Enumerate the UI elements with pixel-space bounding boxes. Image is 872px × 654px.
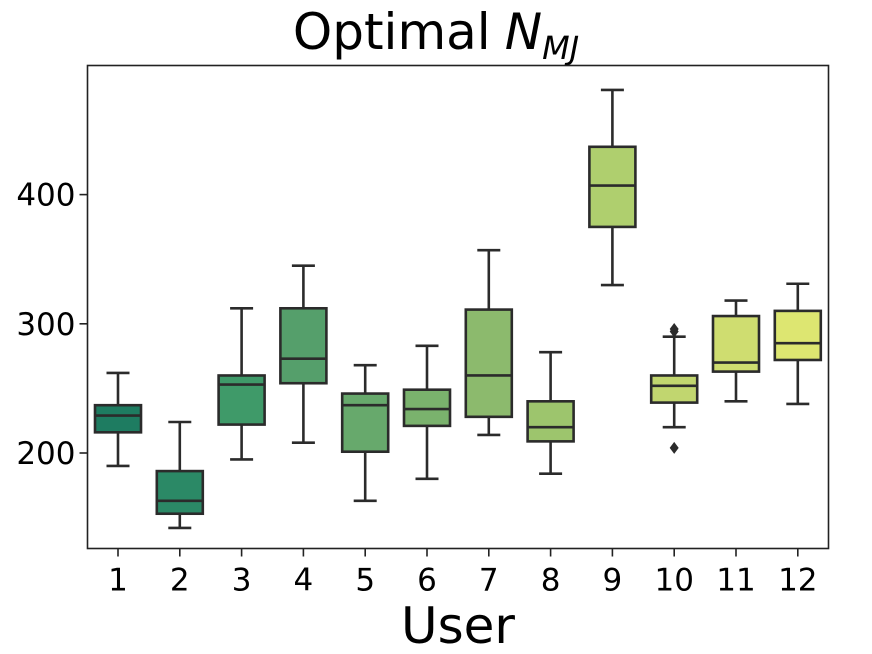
box-group-user-12 xyxy=(773,282,823,406)
box-iqr xyxy=(279,306,328,385)
chart-title: Optimal NMJ xyxy=(293,3,579,67)
box-iqr xyxy=(340,392,390,454)
y-tick-label: 400 xyxy=(16,178,75,214)
x-tick-label: 11 xyxy=(716,563,755,599)
box-group-user-6 xyxy=(402,344,452,481)
x-tick-label: 9 xyxy=(603,563,623,599)
x-tick-label: 4 xyxy=(294,563,314,599)
x-tick-label: 5 xyxy=(355,563,375,599)
x-tick-label: 8 xyxy=(541,563,561,599)
chart-title-symbol: N xyxy=(505,3,542,61)
chart-title-subscript: MJ xyxy=(542,29,579,67)
box-iqr xyxy=(649,374,699,404)
x-tick-label: 2 xyxy=(170,563,190,599)
outlier-point xyxy=(669,441,679,454)
box-group-user-10 xyxy=(649,322,699,454)
x-tick-label: 3 xyxy=(232,563,252,599)
box-group-user-8 xyxy=(526,350,575,475)
x-tick-label: 7 xyxy=(479,563,499,599)
box-iqr xyxy=(155,469,205,516)
x-tick-label: 6 xyxy=(417,563,437,599)
box-group-user-4 xyxy=(279,264,328,444)
x-axis-label: User xyxy=(401,597,515,654)
box-group-user-7 xyxy=(464,248,514,437)
box-group-user-1 xyxy=(93,371,143,468)
plot-frame xyxy=(86,64,830,550)
y-tick-label: 300 xyxy=(16,307,75,343)
box-group-user-11 xyxy=(711,299,761,403)
box-iqr xyxy=(526,400,575,443)
chart-title-text: Optimal xyxy=(293,3,491,61)
box-iqr xyxy=(217,374,266,426)
plot-area xyxy=(93,88,823,530)
box-group-user-3 xyxy=(217,306,266,461)
box-group-user-5 xyxy=(340,363,390,503)
x-tick-label: 1 xyxy=(108,563,128,599)
outlier-point xyxy=(669,325,679,338)
y-tick-label: 200 xyxy=(16,436,75,472)
box-group-user-2 xyxy=(155,420,205,530)
box-iqr xyxy=(464,308,514,419)
box-iqr xyxy=(93,403,143,434)
x-tick-label: 12 xyxy=(778,563,817,599)
box-group-user-9 xyxy=(588,88,637,287)
x-tick-label: 10 xyxy=(654,563,693,599)
box-iqr xyxy=(773,309,823,362)
